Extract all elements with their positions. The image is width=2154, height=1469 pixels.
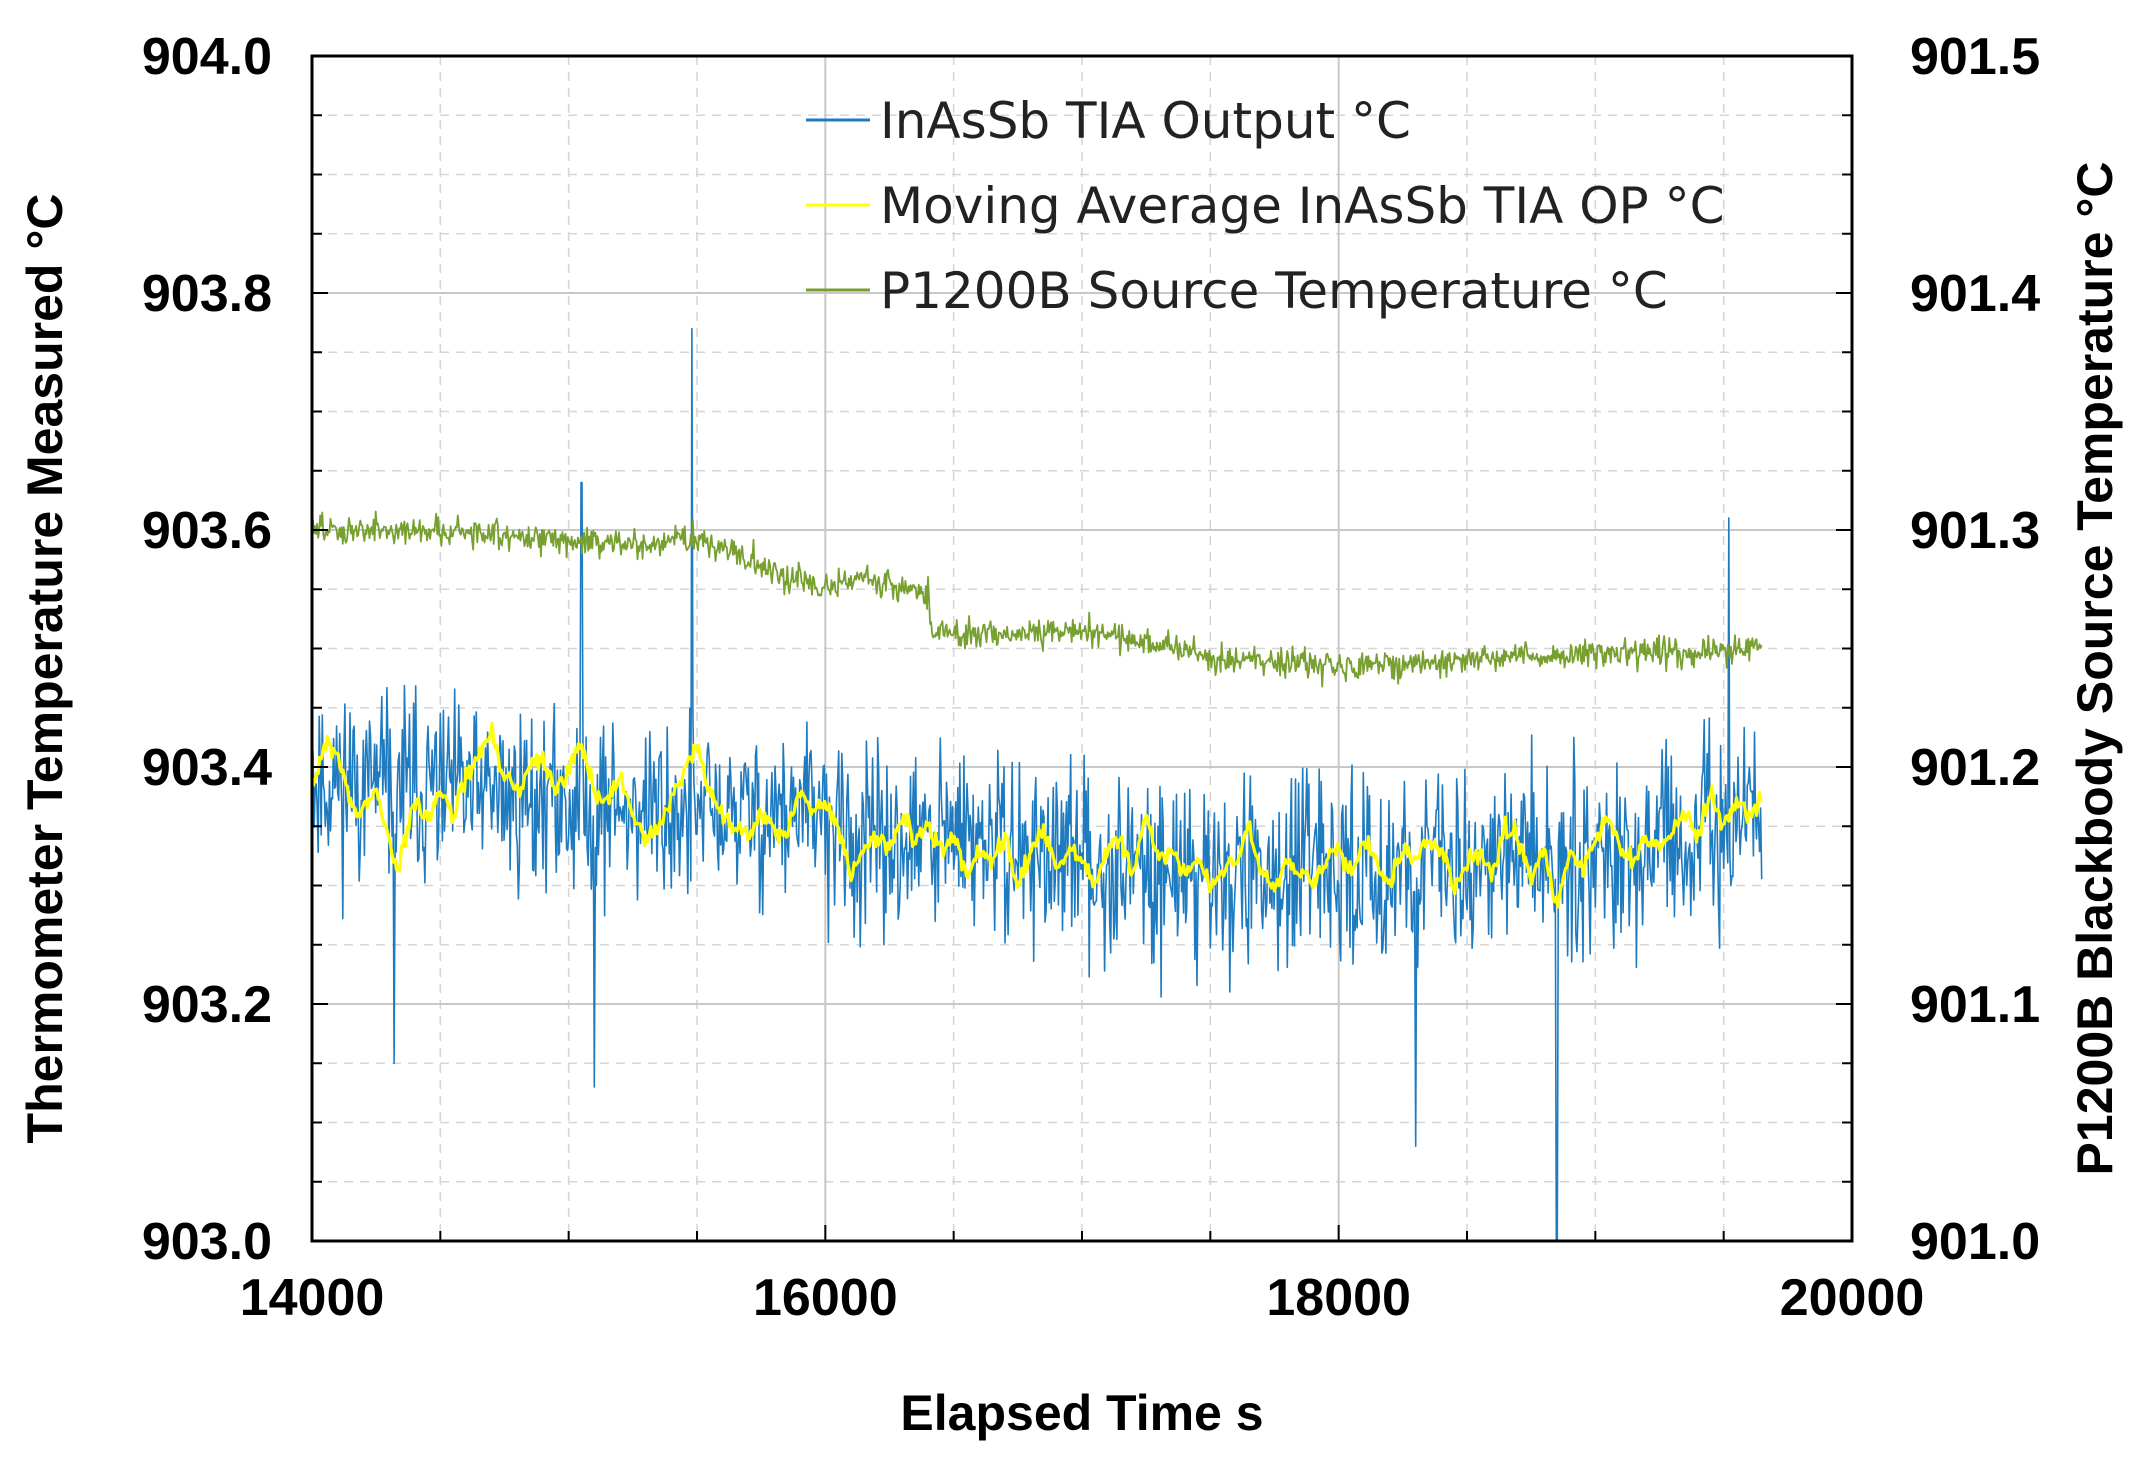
- x-axis-title: Elapsed Time s: [900, 1385, 1263, 1441]
- y2-tick-label: 901.0: [1910, 1213, 2040, 1271]
- legend: InAsSb TIA Output °C Moving Average InAsS…: [806, 92, 1725, 320]
- tick-marks: [311, 55, 1853, 1242]
- x-tick-label: 16000: [753, 1269, 898, 1327]
- x-tick-label: 18000: [1266, 1269, 1411, 1327]
- legend-label: Moving Average InAsSb TIA OP °C: [880, 177, 1725, 235]
- y2-tick-label: 901.5: [1910, 28, 2040, 86]
- y2-tick-label: 901.1: [1910, 976, 2040, 1034]
- y2-tick-label: 901.2: [1910, 739, 2040, 797]
- y-tick-label: 903.2: [142, 976, 272, 1034]
- series-line-11: [311, 327, 1763, 1242]
- tick-labels: 14000 16000 18000 20000 903.0 903.2 903.4 903.6…: [142, 28, 2040, 1327]
- y2-axis-title: P1200B Blackbody Source Temperature °C: [2067, 162, 2123, 1176]
- y2-tick-label: 901.4: [1910, 265, 2040, 323]
- series-line-47: [311, 510, 1763, 688]
- x-tick-label: 14000: [240, 1269, 385, 1327]
- series-line-moving-average: [310, 721, 1763, 909]
- y-tick-label: 904.0: [142, 28, 272, 86]
- y-tick-label: 903.0: [142, 1213, 272, 1271]
- y2-tick-label: 901.3: [1910, 502, 2040, 560]
- legend-label: InAsSb TIA Output °C: [880, 92, 1411, 150]
- y-axis-title: Thermometer Temperature Measured °C: [17, 194, 73, 1144]
- legend-label: P1200B Source Temperature °C: [880, 262, 1668, 320]
- y-tick-label: 903.6: [142, 502, 272, 560]
- y-tick-label: 903.4: [142, 739, 272, 797]
- y-tick-label: 903.8: [142, 265, 272, 323]
- series-layer: [310, 327, 1763, 1242]
- x-tick-label: 20000: [1780, 1269, 1925, 1327]
